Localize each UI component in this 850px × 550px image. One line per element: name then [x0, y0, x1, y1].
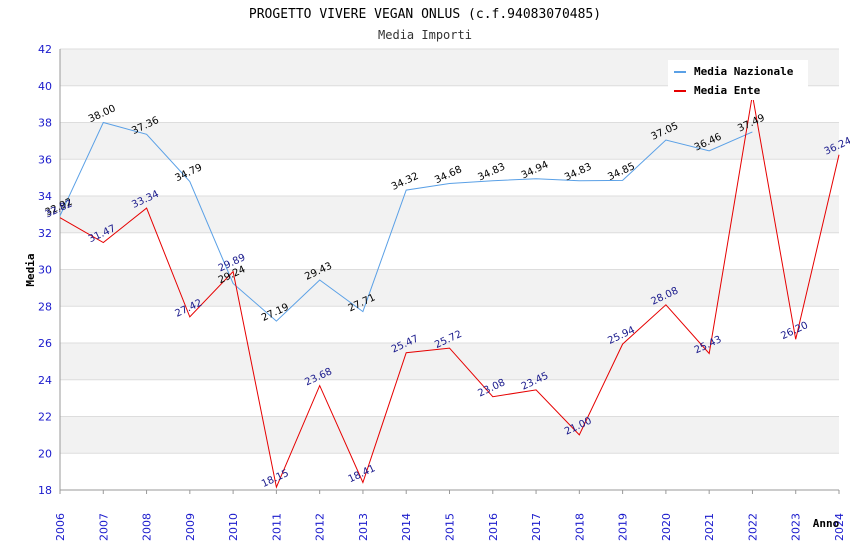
x-tick-label: 2019 — [617, 513, 630, 541]
y-tick-label: 18 — [38, 484, 52, 497]
y-tick-label: 32 — [38, 227, 52, 240]
y-tick-label: 40 — [38, 80, 52, 93]
series-lines — [59, 94, 840, 489]
legend-label-media-ente: Media Ente — [694, 84, 761, 97]
y-tick-label: 20 — [38, 447, 52, 460]
x-axis-ticks: 2006 2007 2008 2009 2010 2011 2012 2013 2014 2015… — [54, 490, 846, 541]
legend: Media Nazionale Media Ente — [668, 60, 808, 100]
grid-band — [60, 379, 839, 417]
x-tick-label: 2021 — [703, 513, 716, 541]
x-tick-label: 2011 — [270, 513, 283, 541]
x-tick-label: 2024 — [833, 513, 846, 541]
x-tick-label: 2007 — [97, 513, 110, 541]
grid-band — [60, 232, 839, 270]
grid-bands — [60, 49, 839, 490]
x-tick-label: 2016 — [487, 513, 500, 541]
grid-band — [60, 122, 839, 160]
x-tick-label: 2006 — [54, 513, 67, 541]
grid-band — [60, 453, 839, 490]
x-tick-label: 2022 — [746, 513, 759, 541]
x-tick-label: 2014 — [400, 513, 413, 541]
series-line-media-ente — [59, 94, 840, 489]
chart-title: PROGETTO VIVERE VEGAN ONLUS (c.f.9408307… — [249, 7, 601, 22]
grid-band — [60, 416, 839, 454]
y-tick-label: 42 — [38, 43, 52, 56]
y-tick-label: 28 — [38, 300, 52, 313]
y-tick-label: 36 — [38, 153, 52, 166]
x-tick-label: 2013 — [357, 513, 370, 541]
x-tick-label: 2008 — [141, 513, 154, 541]
legend-box — [668, 60, 808, 100]
grid-band — [60, 269, 839, 307]
y-tick-label: 30 — [38, 264, 52, 277]
y-tick-label: 34 — [38, 190, 52, 203]
y-tick-label: 22 — [38, 411, 52, 424]
y-axis-label: Media — [24, 253, 37, 286]
series-line-media-nazionale — [59, 121, 753, 322]
x-tick-label: 2015 — [444, 513, 457, 541]
legend-label-media-nazionale: Media Nazionale — [694, 65, 794, 78]
y-tick-label: 26 — [38, 337, 52, 350]
y-tick-label: 38 — [38, 117, 52, 130]
x-tick-label: 2017 — [530, 513, 543, 541]
y-axis-ticks: 18 20 22 24 26 28 30 32 34 36 38 40 42 — [38, 43, 52, 497]
grid-band — [60, 159, 839, 196]
y-tick-label: 24 — [38, 374, 52, 387]
x-tick-label: 2018 — [573, 513, 586, 541]
grid-band — [60, 306, 839, 343]
x-tick-label: 2010 — [227, 513, 240, 541]
x-axis-label: Anno — [813, 517, 840, 530]
chart-subtitle: Media Importi — [378, 28, 472, 42]
grid-band — [60, 196, 839, 233]
x-tick-label: 2012 — [314, 513, 327, 541]
x-tick-label: 2020 — [660, 513, 673, 541]
x-tick-label: 2023 — [790, 513, 803, 541]
x-tick-label: 2009 — [184, 513, 197, 541]
grid-band — [60, 343, 839, 380]
